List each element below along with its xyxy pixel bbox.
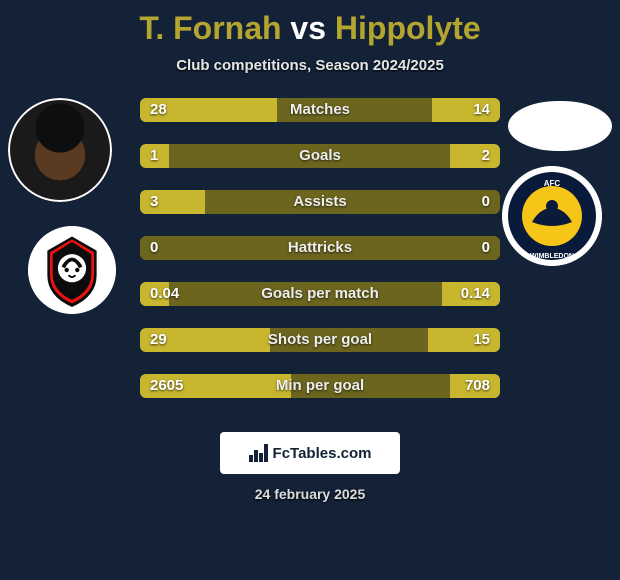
brand-text: FcTables.com [273,445,372,462]
brand-badge: FcTables.com [220,432,400,474]
stat-row: 0.040.14Goals per match [140,278,500,310]
subtitle: Club competitions, Season 2024/2025 [0,57,620,74]
stat-label: Assists [140,186,500,218]
stat-row: 00Hattricks [140,232,500,264]
stat-rows: 2814Matches 12Goals 30Assists 00Hattricks 0.… [140,94,500,416]
title-vs: vs [290,10,326,46]
stat-row: 2915Shots per goal [140,324,500,356]
page-title: T. Fornah vs Hippolyte [0,0,620,47]
footer-date: 24 february 2025 [0,486,620,502]
player-a-avatar [8,98,112,202]
stat-row: 12Goals [140,140,500,172]
stat-row: 2605708Min per goal [140,370,500,402]
stat-row: 30Assists [140,186,500,218]
stat-label: Shots per goal [140,324,500,356]
stat-label: Matches [140,94,500,126]
stat-label: Min per goal [140,370,500,402]
club-b-badge: AFC WIMBLEDON [502,166,602,266]
player-a-face-icon [8,98,112,202]
salford-shield-icon [28,226,116,314]
brand-bars-icon [249,444,269,462]
wimbledon-badge-icon: AFC WIMBLEDON [502,166,602,266]
comparison-arena: AFC WIMBLEDON 2814Matches 12Goals 30Assist… [10,94,610,414]
title-player-b: Hippolyte [335,10,481,46]
svg-text:WIMBLEDON: WIMBLEDON [530,253,574,260]
stat-label: Goals per match [140,278,500,310]
svg-text:AFC: AFC [544,179,561,188]
stat-label: Hattricks [140,232,500,264]
player-b-avatar [508,101,612,151]
title-player-a: T. Fornah [139,10,281,46]
club-a-badge [28,226,116,314]
stat-row: 2814Matches [140,94,500,126]
stat-label: Goals [140,140,500,172]
